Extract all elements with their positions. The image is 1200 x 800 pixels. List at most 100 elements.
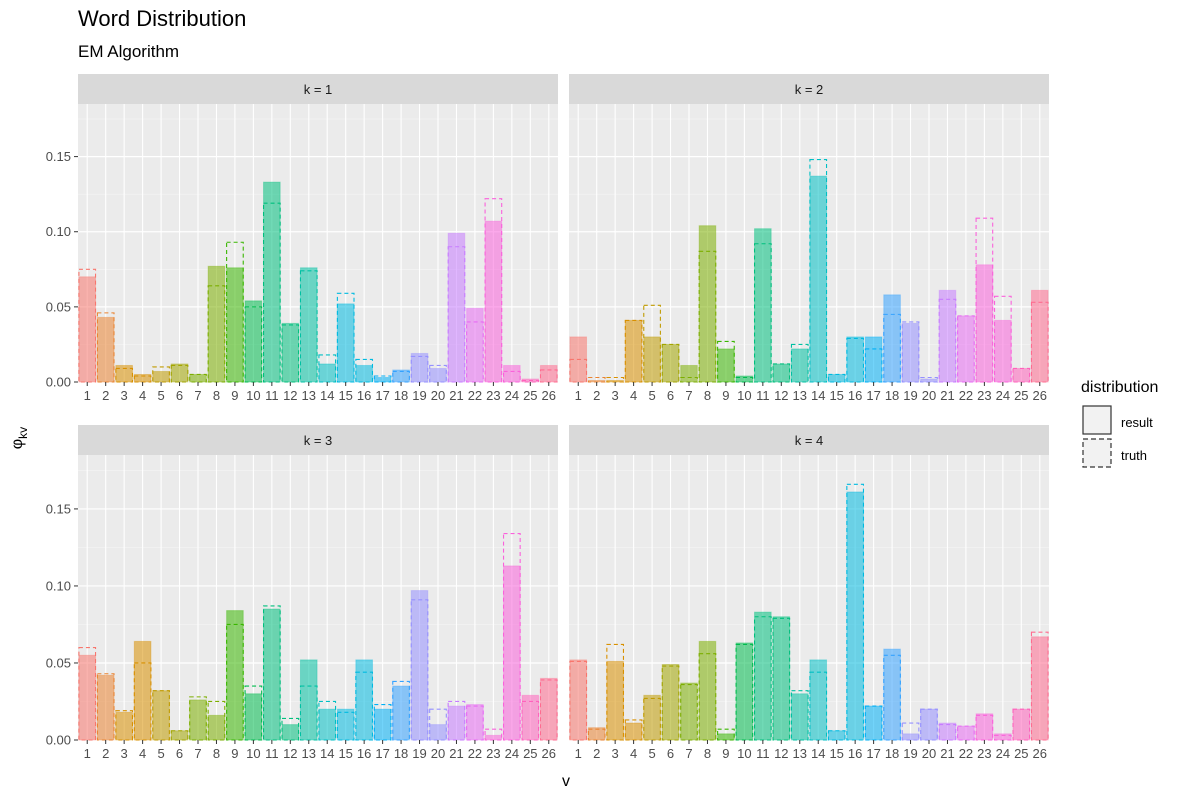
facet-panel-3: k = 30.000.050.100.151 2 3 4 5 6 7 8 9 10 11 12 13 14… [46,425,558,761]
bar-result-v18 [392,685,410,741]
facet-strip-label: k = 1 [304,82,333,97]
facet-strip-label: k = 4 [795,433,824,448]
x-tick-label: 14 [320,388,334,403]
bar-result-v14 [318,708,337,741]
bar-result-v20 [429,367,447,383]
bar-truth-v6 [170,364,189,383]
bar-truth-v23 [975,217,994,383]
facet-strip [78,74,558,104]
y-tick-label: 0.00 [46,733,71,748]
bar-result-v19 [410,590,429,741]
x-tick-label: 24 [996,746,1010,761]
facet-strip-label: k = 3 [304,433,333,448]
bar-truth-v26 [1030,631,1049,741]
bar-result-v10 [735,375,754,383]
x-tick-label: 20 [922,388,936,403]
x-tick-label: 15 [829,388,843,403]
bar-result-v1 [78,654,97,741]
bar-result-v26 [1030,636,1049,741]
bar-result-v13 [790,693,809,741]
bar-result-v8 [698,640,717,741]
x-tick-label: 22 [468,746,482,761]
bar-result-v1 [78,276,97,383]
x-tick-label: 26 [542,746,556,761]
legend-label-truth: truth [1121,448,1147,463]
bar-result-v17 [864,336,883,383]
x-tick-label: 14 [811,388,825,403]
x-tick-label: 20 [431,388,445,403]
bar-truth-v25 [521,379,540,383]
facet-panel-2: k = 21 2 3 4 5 6 7 8 9 10 11 12 13 14 15 16 17 18 19 20 21 22… [569,74,1049,403]
bar-truth-v1 [78,647,97,741]
x-tick-label: 21 [449,388,463,403]
bar-result-v4 [133,640,152,741]
x-tick-label: 6 [667,746,674,761]
bar-result-v17 [373,708,392,741]
bar-result-v4 [624,319,643,383]
x-tick-label: 17 [375,746,389,761]
bar-result-v17 [864,705,883,741]
bar-result-v3 [115,711,133,741]
bar-result-v8 [698,225,717,383]
legend-title: distribution [1081,379,1158,396]
facet-panel-1: k = 10.000.050.100.151 2 3 4 5 6 7 8 9 10 11 12 13 14… [46,74,558,403]
bar-truth-v20 [429,364,447,383]
bar-result-v21 [938,289,957,383]
legend: distribution result truth [1081,379,1158,468]
bar-truth-v26 [1030,301,1049,383]
bar-truth-v19 [901,722,920,741]
x-tick-label: 2 [102,388,109,403]
x-tick-label: 25 [1014,746,1028,761]
bar-truth-v21 [447,246,466,383]
x-tick-label: 3 [121,388,128,403]
x-tick-label: 12 [283,388,297,403]
facet-strip [78,425,558,455]
bar-result-v18 [883,294,901,383]
bar-truth-v12 [772,617,791,741]
bar-result-v6 [661,664,680,741]
x-tick-label: 10 [246,388,260,403]
bar-result-v20 [920,708,938,741]
x-tick-label: 18 [885,746,899,761]
bar-result-v14 [318,363,337,383]
bar-result-v9 [717,733,735,741]
bar-result-v18 [883,648,901,741]
bar-result-v24 [994,319,1012,383]
bar-truth-v25 [1012,708,1031,741]
bar-result-v2 [96,674,115,741]
x-tick-label: 26 [542,388,556,403]
bar-result-v15 [827,730,846,741]
bar-result-v5 [643,336,661,383]
bar-result-v26 [539,364,558,383]
bar-result-v15 [336,303,355,383]
bar-result-v15 [827,373,846,383]
x-tick-label: 18 [885,388,899,403]
bar-result-v5 [152,370,170,383]
bar-truth-v12 [281,324,300,383]
bar-truth-v6 [661,343,680,383]
bar-result-v11 [263,181,281,383]
x-tick-label: 23 [486,746,500,761]
facet-panel-4: k = 41 2 3 4 5 6 7 8 9 10 11 12 13 14 15 16 17 18 19 20 21 22… [569,425,1049,761]
bar-result-v11 [754,228,772,383]
x-tick-label: 19 [903,746,917,761]
bar-result-v7 [189,373,207,383]
x-tick-label: 25 [523,388,537,403]
bar-result-v7 [680,364,698,383]
x-tick-label: 25 [523,746,537,761]
x-tick-label: 7 [685,746,692,761]
bar-result-v12 [281,322,300,383]
bar-result-v23 [484,220,503,383]
x-tick-label: 13 [302,746,316,761]
bar-result-v14 [809,175,828,383]
bar-truth-v12 [281,717,300,741]
bar-result-v17 [373,376,392,383]
x-tick-label: 20 [922,746,936,761]
bar-result-v10 [735,642,754,741]
x-tick-label: 11 [756,746,770,761]
bar-truth-v18 [883,654,901,741]
bar-result-v22 [957,725,975,741]
x-tick-label: 10 [246,746,260,761]
bar-result-v22 [957,315,975,383]
